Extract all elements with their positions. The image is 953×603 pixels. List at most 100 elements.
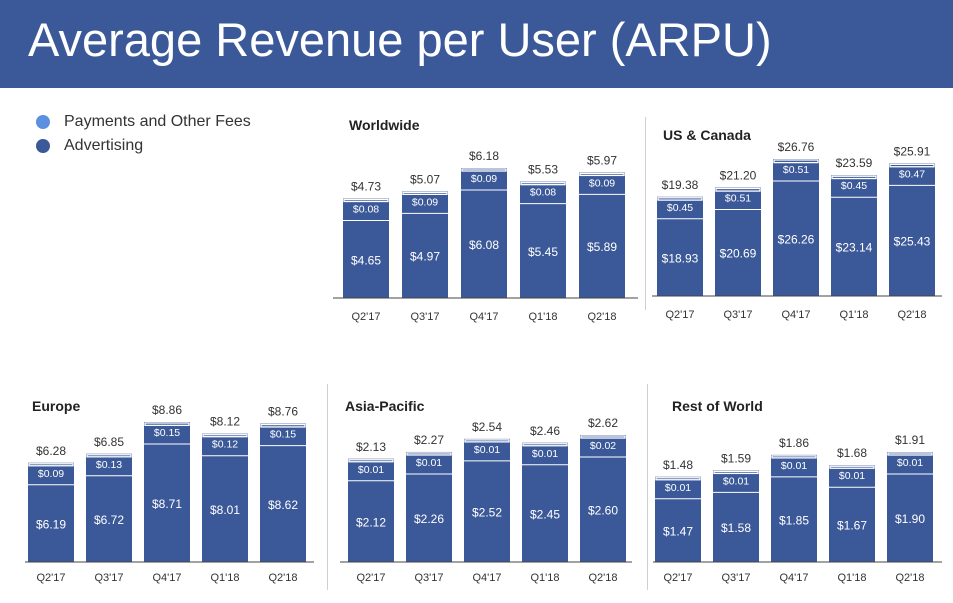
total-label-asia-pacific-0: $2.13 [356, 440, 386, 454]
total-label-europe-3: $8.12 [210, 415, 240, 429]
tick-label-asia-pacific-0: Q2'17 [356, 572, 385, 584]
legend-item-payments: Payments and Other Fees [36, 110, 251, 134]
bar-segment-payments-worldwide-1 [402, 191, 448, 195]
bar-segment-advertising-asia-pacific-0 [348, 458, 394, 562]
payments-label-worldwide-3: $0.08 [530, 187, 556, 199]
total-label-europe-2: $8.86 [152, 403, 182, 417]
bar-segment-payments-us-canada-0 [657, 197, 703, 201]
bar-segment-payments-worldwide-3 [520, 182, 566, 186]
legend: Payments and Other Fees Advertising [36, 110, 251, 158]
tick-label-rest-of-world-4: Q2'18 [895, 572, 924, 584]
bar-europe-0 [28, 462, 74, 562]
payments-label-asia-pacific-3: $0.01 [532, 448, 558, 460]
tick-label-asia-pacific-3: Q1'18 [530, 572, 559, 584]
bar-segment-advertising-us-canada-2 [773, 159, 819, 296]
bar-segment-advertising-asia-pacific-4 [580, 435, 626, 562]
bar-segment-payments-rest-of-world-2 [771, 455, 817, 459]
legend-swatch-payments [36, 115, 50, 129]
tick-label-worldwide-0: Q2'17 [351, 311, 380, 323]
payments-label-worldwide-0: $0.08 [353, 204, 379, 216]
total-label-asia-pacific-3: $2.46 [530, 424, 560, 438]
tick-label-us-canada-0: Q2'17 [665, 309, 694, 321]
total-label-us-canada-1: $21.20 [720, 168, 757, 182]
tick-label-europe-2: Q4'17 [152, 572, 181, 584]
bar-rest-of-world-0 [655, 476, 701, 562]
total-label-asia-pacific-4: $2.62 [588, 416, 618, 430]
total-label-us-canada-2: $26.76 [778, 140, 815, 154]
tick-label-asia-pacific-4: Q2'18 [588, 572, 617, 584]
advertising-label-us-canada-3: $23.14 [836, 241, 873, 255]
payments-label-rest-of-world-0: $0.01 [665, 482, 691, 494]
advertising-label-us-canada-0: $18.93 [662, 251, 699, 265]
bar-segment-advertising-rest-of-world-4 [887, 452, 933, 562]
panel-divider-bottom-right [647, 384, 648, 590]
asia-pacific-title: Asia-Pacific [345, 398, 425, 414]
bar-segment-payments-rest-of-world-0 [655, 477, 701, 481]
tick-label-rest-of-world-1: Q3'17 [721, 572, 750, 584]
bar-segment-advertising-worldwide-1 [402, 191, 448, 298]
bar-us-canada-1 [715, 187, 761, 296]
advertising-label-europe-3: $8.01 [210, 503, 240, 517]
total-label-rest-of-world-3: $1.68 [837, 446, 867, 460]
bar-segment-payments-asia-pacific-3 [522, 443, 568, 447]
bar-segment-payments-worldwide-2 [461, 168, 507, 172]
total-label-worldwide-2: $6.18 [469, 149, 499, 163]
advertising-label-worldwide-1: $4.97 [410, 250, 440, 264]
advertising-label-europe-0: $6.19 [36, 517, 66, 531]
bar-asia-pacific-1 [406, 451, 452, 562]
total-label-europe-1: $6.85 [94, 435, 124, 449]
payments-label-rest-of-world-1: $0.01 [723, 475, 749, 487]
bar-rest-of-world-1 [713, 470, 759, 562]
europe-title: Europe [32, 398, 80, 414]
payments-label-europe-4: $0.15 [270, 429, 296, 441]
bar-segment-payments-europe-4 [260, 423, 306, 428]
bar-segment-payments-asia-pacific-0 [348, 459, 394, 463]
total-label-asia-pacific-2: $2.54 [472, 420, 502, 434]
bar-segment-advertising-europe-1 [86, 453, 132, 562]
bar-segment-payments-us-canada-2 [773, 159, 819, 164]
bar-europe-4 [260, 423, 306, 562]
advertising-label-rest-of-world-1: $1.58 [721, 521, 751, 535]
advertising-label-worldwide-3: $5.45 [528, 245, 558, 259]
total-label-rest-of-world-1: $1.59 [721, 451, 751, 465]
payments-label-worldwide-2: $0.09 [471, 173, 497, 185]
payments-label-us-canada-0: $0.45 [667, 202, 693, 214]
tick-label-asia-pacific-1: Q3'17 [414, 572, 443, 584]
tick-label-europe-3: Q1'18 [210, 572, 239, 584]
bar-segment-payments-us-canada-3 [831, 175, 877, 180]
tick-label-us-canada-2: Q4'17 [781, 309, 810, 321]
payments-label-asia-pacific-4: $0.02 [590, 440, 616, 452]
bar-segment-advertising-rest-of-world-0 [655, 476, 701, 562]
payments-label-us-canada-1: $0.51 [725, 192, 751, 204]
payments-label-rest-of-world-4: $0.01 [897, 457, 923, 469]
tick-label-worldwide-4: Q2'18 [587, 311, 616, 323]
advertising-label-asia-pacific-1: $2.26 [414, 512, 444, 526]
total-label-us-canada-0: $19.38 [662, 178, 699, 192]
bar-segment-payments-rest-of-world-1 [713, 470, 759, 475]
bar-segment-payments-europe-0 [28, 463, 74, 467]
payments-label-rest-of-world-2: $0.01 [781, 460, 807, 472]
bar-segment-advertising-worldwide-3 [520, 181, 566, 298]
advertising-label-worldwide-2: $6.08 [469, 238, 499, 252]
tick-label-europe-1: Q3'17 [94, 572, 123, 584]
payments-label-asia-pacific-1: $0.01 [416, 457, 442, 469]
total-label-europe-0: $6.28 [36, 444, 66, 458]
worldwide-title: Worldwide [349, 117, 420, 133]
bar-asia-pacific-3 [522, 442, 568, 562]
bar-segment-payments-europe-1 [86, 454, 132, 458]
advertising-label-us-canada-4: $25.43 [894, 235, 931, 249]
payments-label-rest-of-world-3: $0.01 [839, 470, 865, 482]
bar-segment-advertising-asia-pacific-3 [522, 442, 568, 562]
total-label-us-canada-4: $25.91 [894, 144, 931, 158]
advertising-label-asia-pacific-4: $2.60 [588, 504, 618, 518]
total-label-europe-4: $8.76 [268, 405, 298, 419]
payments-label-asia-pacific-2: $0.01 [474, 444, 500, 456]
advertising-label-europe-4: $8.62 [268, 498, 298, 512]
legend-label-advertising: Advertising [64, 137, 144, 154]
bar-segment-advertising-us-canada-0 [657, 196, 703, 296]
bar-us-canada-4 [889, 163, 935, 296]
